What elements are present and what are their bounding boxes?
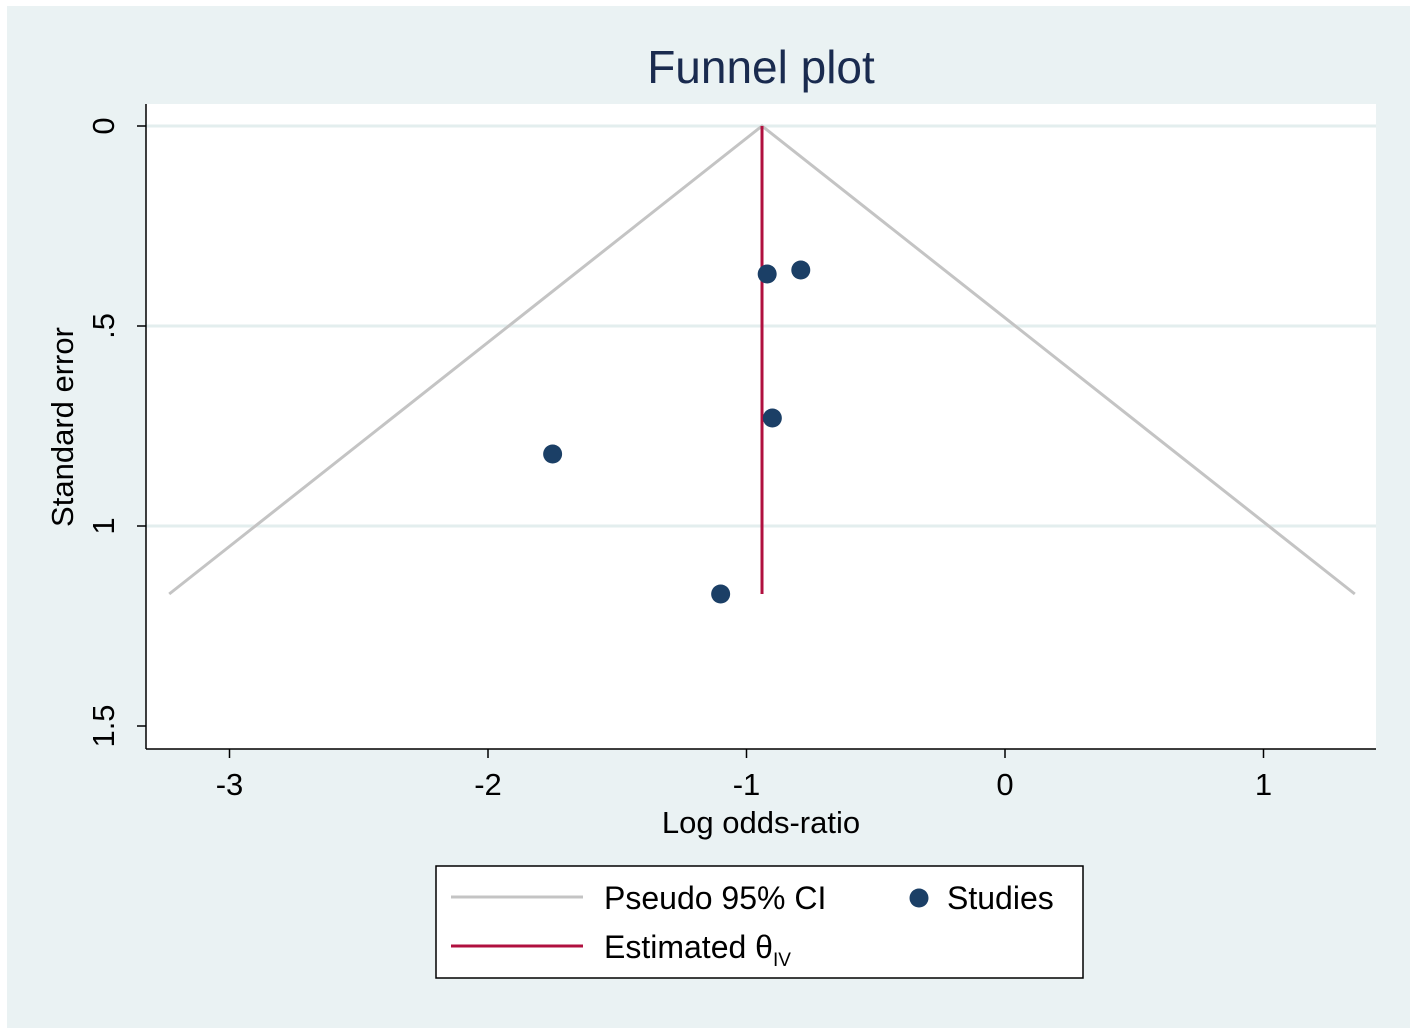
study-points (543, 260, 811, 604)
legend-estimate-text: Estimated θ (604, 929, 773, 965)
x-axis-ticks: -3 -2 -1 0 1 (216, 749, 1272, 802)
legend: Pseudo 95% CI Studies Estimated θIV (435, 865, 1084, 979)
y-axis-label: Standard error (45, 327, 80, 527)
x-tick-label: -2 (474, 767, 502, 802)
y-axis-ticks: 0 .5 1 1.5 (86, 117, 146, 748)
study-point (711, 584, 731, 604)
y-tick-label: .5 (86, 313, 121, 339)
y-tick-label: 0 (86, 117, 121, 134)
x-tick-label: 0 (996, 767, 1013, 802)
legend-studies-marker (909, 888, 929, 908)
x-axis-label: Log odds-ratio (662, 805, 860, 840)
x-tick-label: -1 (733, 767, 761, 802)
study-point (762, 408, 782, 428)
x-tick-label: 1 (1255, 767, 1272, 802)
chart-title: Funnel plot (647, 41, 875, 93)
study-point (543, 444, 563, 464)
legend-box (435, 865, 1084, 979)
legend-ci-label: Pseudo 95% CI (604, 880, 826, 916)
legend-estimate-subscript: IV (773, 950, 791, 971)
y-tick-label: 1 (86, 517, 121, 534)
y-tick-label: 1.5 (86, 704, 121, 747)
legend-estimate-label: Estimated θIV (604, 929, 791, 971)
x-tick-label: -3 (216, 767, 244, 802)
axes (145, 104, 1376, 750)
study-point (757, 264, 777, 284)
legend-studies-label: Studies (947, 880, 1054, 916)
study-point (791, 260, 811, 280)
